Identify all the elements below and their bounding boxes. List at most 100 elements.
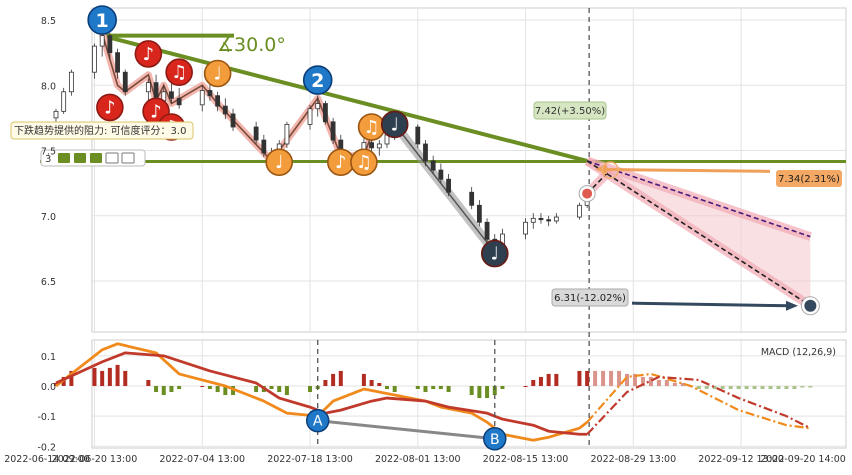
macd-histogram-bar (215, 386, 220, 393)
marker-blue (302, 65, 333, 95)
price-ytick-label: 7.0 (41, 212, 56, 223)
macd-histogram-forecast-bar (625, 373, 630, 386)
macd-histogram-forecast-bar (672, 382, 677, 386)
macd-histogram-bar (207, 386, 212, 390)
macd-forecast-line (586, 372, 811, 430)
macd-histogram-bar (107, 367, 112, 386)
target-arrow-orange (599, 167, 771, 173)
macd-histogram-forecast-bar (680, 382, 685, 386)
macd-panel-frame (91, 339, 847, 449)
candle-body (315, 103, 321, 110)
rating-star-icon (90, 153, 102, 163)
macd-histogram-bar (277, 386, 282, 393)
marker-label: ♫ (364, 117, 380, 138)
macd-histogram-forecast-bar (776, 386, 781, 390)
x-tick-label: 2022-07-18 13:00 (267, 454, 353, 465)
price-ytick-label: 6.5 (41, 277, 56, 288)
candle-body (484, 221, 490, 240)
decline-line (394, 123, 496, 253)
macd-histogram-forecast-bar (696, 386, 701, 390)
macd-histogram-bar (69, 370, 74, 386)
rating-star-icon (58, 153, 70, 163)
price-ytick-label: 8.5 (41, 16, 56, 27)
macd-histogram-forecast-bar (640, 376, 645, 386)
price-ytick-label: 8.0 (41, 81, 56, 92)
marker-label: ♪ (335, 152, 347, 173)
macd-histogram-forecast-bar (593, 370, 598, 386)
candle-body (122, 71, 128, 93)
candle-body (68, 71, 74, 93)
divergence-label: A (313, 414, 323, 430)
x-tick-label: 2022-06-20 13:00 (52, 454, 138, 465)
macd-histogram-forecast-bar (744, 386, 749, 390)
target-arrow-dark (631, 301, 791, 308)
rating-value: 3 (45, 154, 51, 165)
macd-histogram-bar (384, 386, 389, 390)
x-tick-label: 2022-06-14 09:00 (4, 454, 90, 465)
target-label-box (533, 101, 607, 120)
candle-body (330, 121, 336, 141)
rating-empty-icon (105, 152, 119, 164)
candle-body (476, 204, 482, 223)
price-panel-frame (91, 7, 847, 333)
macd-histogram-bar (492, 386, 497, 396)
rating-empty-icon (121, 152, 135, 164)
macd-ytick-label: 0.1 (41, 352, 56, 363)
target-label-box (551, 288, 629, 307)
macd-histogram-forecast-bar (728, 386, 733, 390)
macd-histogram-bar (523, 386, 528, 387)
downtrend-line (101, 33, 588, 163)
macd-histogram-bar (392, 386, 397, 393)
x-tick-label: 2022-08-29 13:00 (591, 454, 677, 465)
macd-histogram-forecast-bar (736, 386, 741, 390)
macd-title: MACD (12,26,9) (761, 347, 836, 358)
candle-body (215, 95, 221, 107)
forecast-paths (578, 156, 820, 316)
candle-body (199, 90, 205, 106)
macd-histogram-bar (200, 386, 205, 387)
marker-label: 2 (311, 70, 324, 92)
macd: A B MACD (12,26,9) (53, 340, 836, 451)
macd-line (55, 342, 589, 442)
macd-histogram-bar (269, 386, 274, 390)
candle-body (230, 113, 236, 128)
target-label: 7.34(2.31%) (778, 174, 840, 185)
candle-body (423, 143, 428, 162)
macd-histogram-bar (223, 386, 228, 396)
macd-histogram-bar (154, 386, 159, 393)
macd-histogram-bar (361, 373, 366, 386)
macd-histogram-forecast-bar (601, 370, 606, 386)
marker-label: ♩ (491, 244, 500, 265)
macd-histogram-bar (546, 373, 551, 386)
macd-histogram-forecast-bar (712, 386, 717, 390)
x-tick-label: 2022-08-15 13:00 (483, 454, 569, 465)
macd-histogram-forecast-bar (664, 379, 669, 386)
candle-body (430, 160, 436, 171)
divergence-marker (483, 427, 507, 451)
macd-histogram-bar (438, 386, 443, 390)
marker-dark (380, 110, 409, 139)
macd-histogram-bar (477, 386, 482, 399)
current-price-dot (582, 188, 593, 199)
candle-body (538, 217, 544, 221)
candle-body (92, 45, 97, 73)
x-tick-label: 2022-08-01 13:00 (375, 454, 461, 465)
macd-histogram-forecast-bar (609, 370, 614, 386)
marker-label: ♩ (275, 152, 284, 173)
macd-ytick-label: -0.1 (37, 412, 56, 423)
marker-red (165, 58, 193, 86)
x-tick-label: 2022-07-04 13:00 (159, 454, 245, 465)
marker-blue (87, 5, 117, 35)
marker-label: ♩ (213, 64, 222, 85)
macd-histogram-bar (323, 379, 328, 386)
macd-histogram-bar (485, 386, 490, 399)
macd-histogram-bar (123, 370, 128, 386)
macd-histogram-bar (554, 373, 559, 386)
macd-histogram-forecast-bar (617, 370, 622, 386)
forecast-node-orange (601, 161, 619, 179)
candle-body (369, 142, 374, 149)
macd-histogram-forecast-bar (800, 386, 805, 388)
marker-label: ♪ (150, 101, 162, 122)
candle-body (145, 82, 151, 93)
